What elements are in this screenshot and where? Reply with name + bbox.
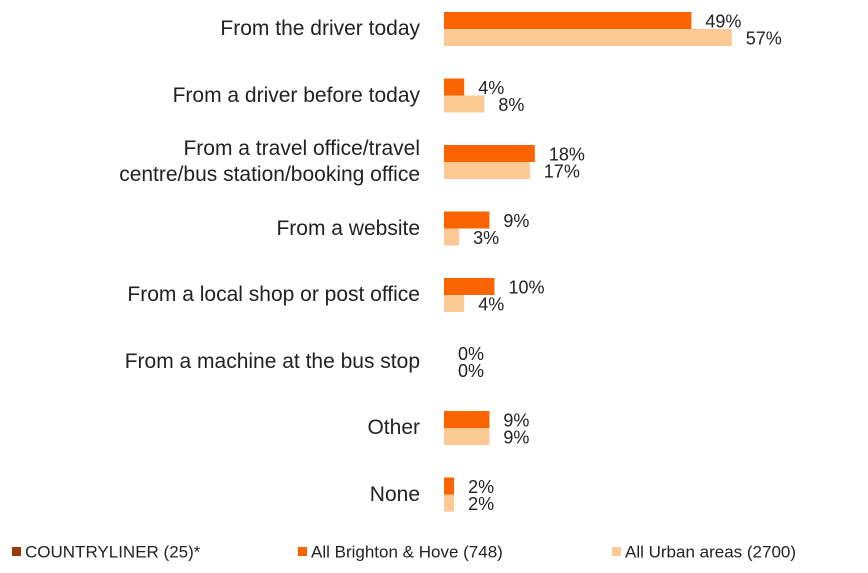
bar (444, 162, 530, 179)
category-label: From a driver before today (172, 83, 420, 107)
value-label: 49% (705, 11, 741, 31)
bar (444, 145, 535, 162)
category-label: Other (367, 416, 420, 439)
bar (444, 12, 692, 29)
value-label: 57% (746, 28, 782, 48)
value-label: 9% (503, 410, 529, 430)
bar (444, 494, 455, 512)
bar (444, 228, 460, 246)
value-label: 3% (473, 228, 499, 248)
value-label: 0% (458, 344, 484, 364)
value-label: 2% (468, 477, 494, 497)
legend-label: All Urban areas (2700) (625, 542, 796, 561)
value-label: 0% (458, 361, 484, 381)
bar (444, 95, 485, 113)
category-label: None (369, 482, 420, 506)
category-label: From a local shop or post office (127, 283, 420, 306)
legend-swatch (12, 547, 21, 556)
value-label: 4% (478, 294, 504, 314)
legend-label: All Brighton & Hove (748) (311, 542, 503, 561)
legend-swatch (612, 547, 621, 556)
category-label: From the driver today (220, 17, 420, 40)
bar (444, 477, 455, 495)
bar (444, 78, 465, 96)
bar (444, 211, 490, 229)
value-label: 18% (549, 144, 585, 164)
value-label: 17% (544, 161, 580, 181)
category-label: From a website (276, 216, 420, 240)
bar (444, 411, 490, 428)
bar (444, 428, 490, 445)
bar (444, 29, 732, 46)
legend-swatch (298, 547, 307, 556)
value-label: 2% (468, 494, 494, 514)
value-label: 9% (503, 211, 529, 231)
value-label: 4% (478, 78, 504, 98)
bar (444, 278, 495, 295)
value-label: 10% (508, 277, 544, 297)
value-label: 9% (503, 427, 529, 447)
legend-label: COUNTRYLINER (25)* (25, 542, 201, 561)
category-label: From a machine at the bus stop (124, 349, 420, 373)
bar (444, 295, 465, 312)
category-label: From a travel office/travel centre/bus s… (119, 137, 420, 186)
value-label: 8% (498, 95, 524, 115)
